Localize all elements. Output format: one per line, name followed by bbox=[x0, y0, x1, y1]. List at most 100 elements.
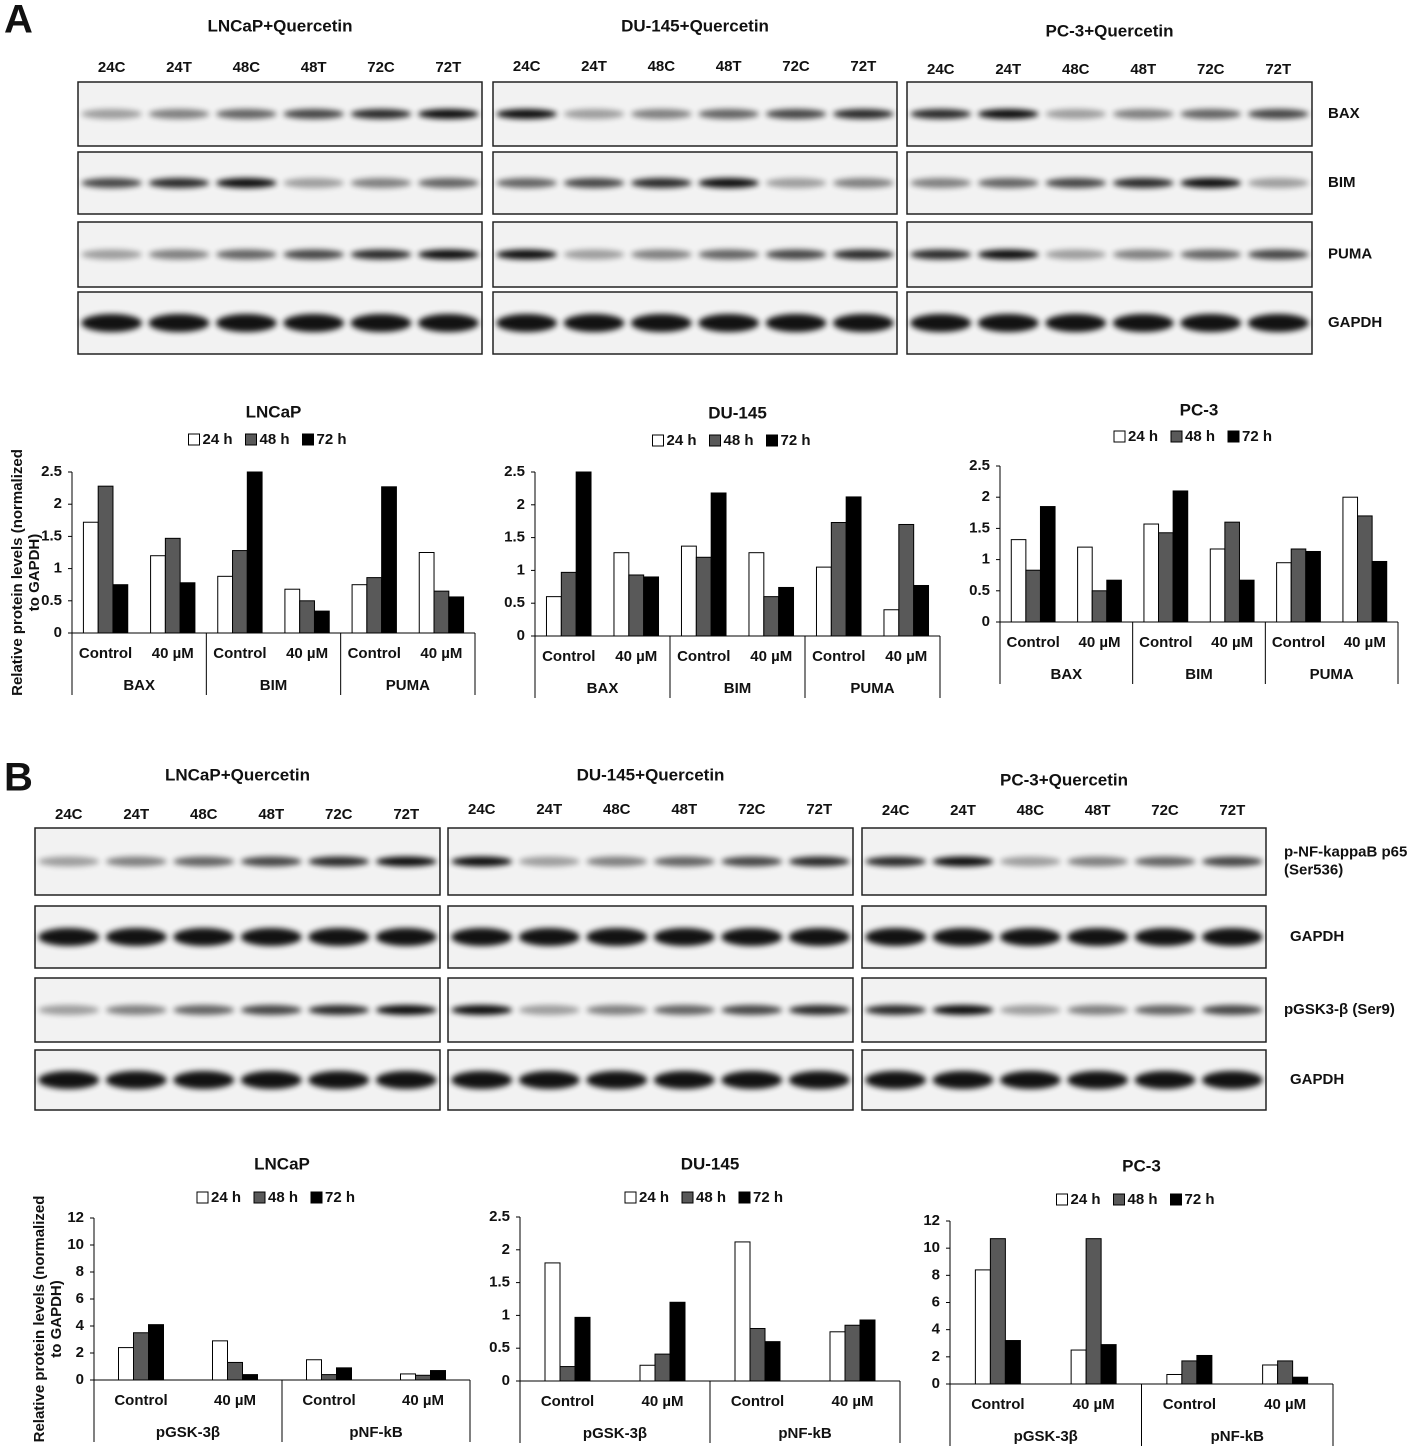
chart-title: DU-145 bbox=[708, 403, 767, 422]
lane-label: 48T bbox=[716, 58, 742, 75]
blot-frame bbox=[861, 827, 1267, 896]
x-tick-label: Control bbox=[971, 1396, 1024, 1413]
blot-frame bbox=[447, 977, 854, 1043]
blot-frame bbox=[447, 827, 854, 896]
legend-swatch bbox=[1056, 1193, 1068, 1206]
band bbox=[1247, 109, 1309, 119]
band bbox=[865, 928, 926, 946]
bar bbox=[913, 584, 930, 637]
blot-title: LNCaP+Quercetin bbox=[165, 765, 310, 784]
lane-label: 72C bbox=[782, 58, 810, 75]
lane-label: 24C bbox=[927, 61, 955, 78]
x-tick-label: Control bbox=[114, 1392, 167, 1409]
bar bbox=[734, 1241, 751, 1382]
x-tick-label: 40 µM bbox=[1264, 1396, 1306, 1413]
band bbox=[1112, 109, 1174, 119]
x-tick-label: 40 µM bbox=[885, 648, 927, 665]
bar bbox=[680, 545, 697, 637]
lane-label: 72T bbox=[806, 801, 832, 818]
legend-label: 48 h bbox=[1128, 1191, 1158, 1208]
y-tick-label: 2 bbox=[932, 1348, 940, 1365]
blot-frame bbox=[906, 81, 1313, 147]
blot-frame bbox=[861, 977, 1267, 1043]
group-label: BAX bbox=[587, 680, 619, 697]
band bbox=[1067, 856, 1128, 867]
band bbox=[496, 109, 557, 119]
y-tick-label: 1.5 bbox=[969, 519, 990, 536]
y-tick-label: 8 bbox=[932, 1266, 940, 1283]
band bbox=[1000, 1071, 1061, 1089]
band bbox=[105, 928, 167, 946]
band bbox=[653, 856, 715, 867]
lane-label: 72C bbox=[325, 806, 353, 823]
bar bbox=[829, 1331, 846, 1382]
bar bbox=[1070, 1349, 1087, 1385]
row-label: (Ser536) bbox=[1284, 861, 1343, 878]
x-tick-label: Control bbox=[79, 645, 132, 662]
bar bbox=[1290, 548, 1307, 623]
blot-frame bbox=[492, 291, 898, 355]
band bbox=[350, 178, 412, 188]
y-tick-label: 0 bbox=[502, 1372, 510, 1389]
bar bbox=[1025, 569, 1041, 623]
x-tick-label: Control bbox=[1007, 634, 1060, 651]
bar bbox=[1100, 1344, 1117, 1385]
bar bbox=[306, 1359, 322, 1381]
band bbox=[586, 1071, 648, 1089]
y-tick-label: 2 bbox=[517, 496, 525, 513]
band bbox=[148, 249, 210, 260]
band bbox=[1180, 178, 1242, 188]
legend-label: 24 h bbox=[1071, 1191, 1101, 1208]
bar bbox=[1106, 579, 1122, 623]
legend-label: 72 h bbox=[317, 431, 347, 448]
band bbox=[1134, 1071, 1196, 1089]
band bbox=[451, 1071, 513, 1089]
row-label: PUMA bbox=[1328, 245, 1372, 262]
legend-label: 24 h bbox=[639, 1189, 669, 1206]
bar bbox=[150, 555, 166, 634]
lane-label: 24T bbox=[950, 802, 976, 819]
band bbox=[698, 249, 759, 260]
band bbox=[765, 109, 827, 119]
bar bbox=[830, 522, 847, 637]
band bbox=[105, 856, 167, 867]
bar bbox=[764, 1341, 781, 1382]
x-tick-label: 40 µM bbox=[286, 645, 328, 662]
legend-swatch bbox=[681, 1191, 694, 1204]
band bbox=[518, 928, 580, 946]
band bbox=[1000, 928, 1061, 946]
lane-label: 72T bbox=[393, 806, 419, 823]
legend-swatch bbox=[302, 433, 314, 446]
bar bbox=[1085, 1238, 1102, 1385]
y-tick-label: 0.5 bbox=[41, 592, 62, 609]
row-label: BIM bbox=[1328, 174, 1356, 191]
band bbox=[38, 856, 100, 867]
x-tick-label: 40 µM bbox=[1073, 1396, 1115, 1413]
group-label: BIM bbox=[260, 677, 288, 694]
band bbox=[518, 1071, 580, 1089]
lane-label: 48C bbox=[648, 58, 676, 75]
y-tick-label: 6 bbox=[76, 1290, 84, 1307]
lane-label: 24C bbox=[468, 801, 496, 818]
bar bbox=[82, 521, 99, 634]
band bbox=[308, 928, 370, 946]
lane-label: 72T bbox=[1265, 61, 1291, 78]
band bbox=[216, 249, 277, 260]
band bbox=[1112, 314, 1174, 332]
y-tick-label: 2.5 bbox=[969, 457, 990, 474]
band bbox=[833, 178, 894, 188]
band bbox=[932, 928, 994, 946]
band bbox=[451, 856, 513, 867]
band bbox=[283, 178, 344, 188]
band bbox=[765, 314, 827, 332]
bar bbox=[695, 556, 712, 637]
bar bbox=[974, 1269, 991, 1385]
band bbox=[788, 1071, 850, 1089]
panel-label: B bbox=[4, 756, 33, 800]
band bbox=[81, 178, 142, 188]
x-tick-label: 40 µM bbox=[750, 648, 792, 665]
group-label: BIM bbox=[724, 680, 752, 697]
bar bbox=[400, 1373, 416, 1381]
legend-label: 72 h bbox=[781, 432, 811, 449]
group-label: PUMA bbox=[850, 680, 894, 697]
